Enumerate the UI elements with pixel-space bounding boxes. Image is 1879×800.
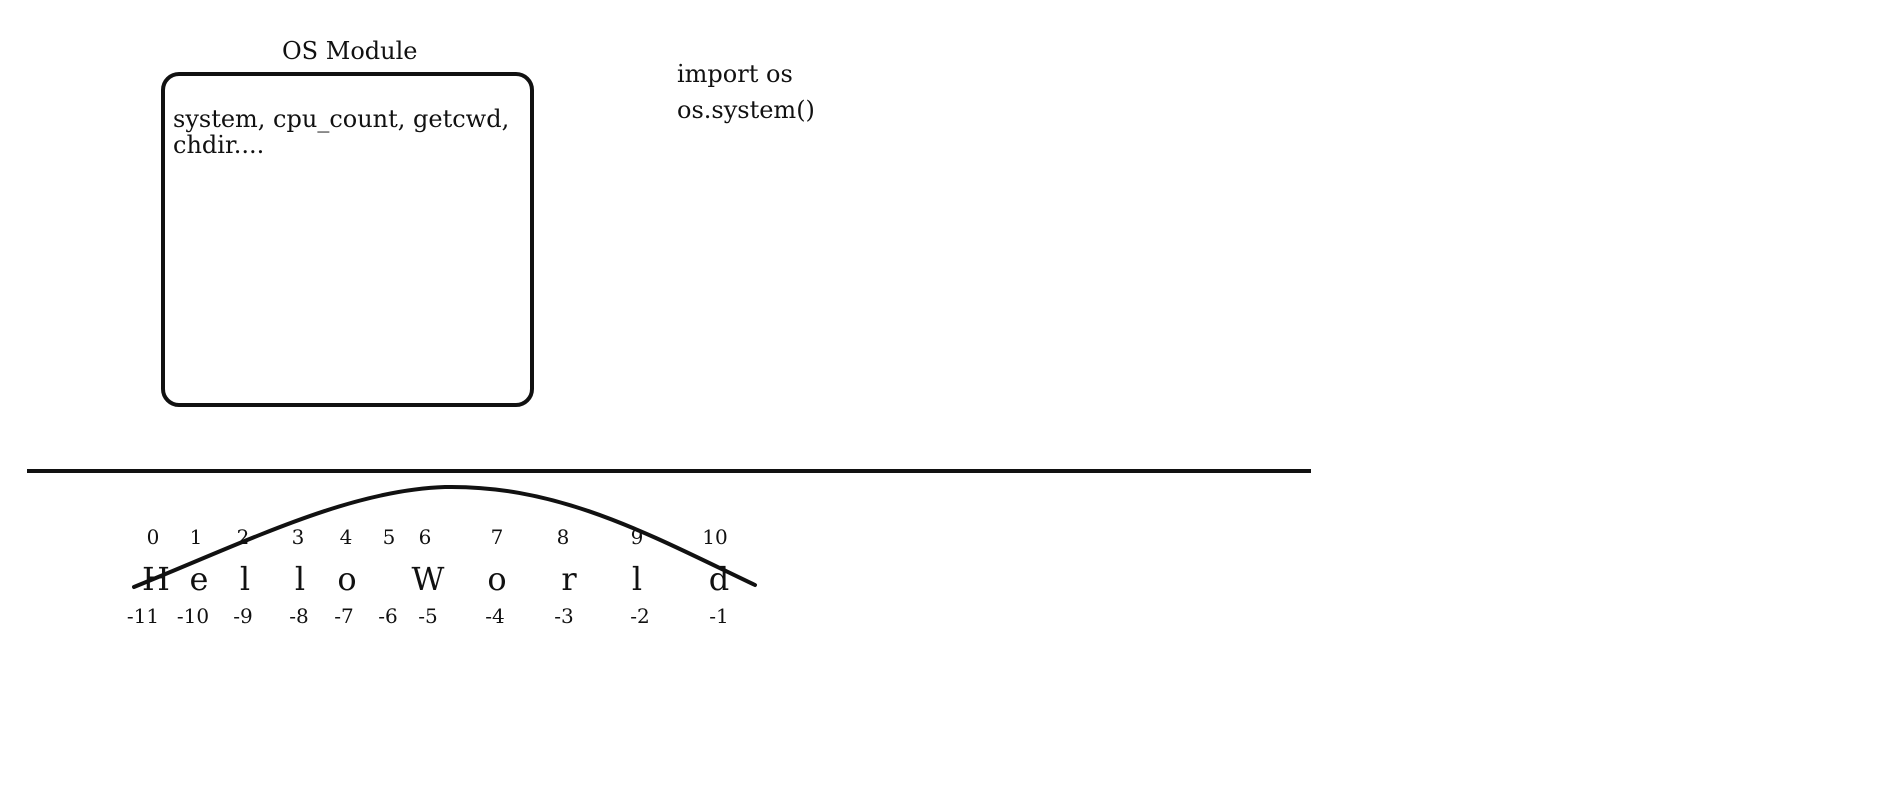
negative-index: -8 bbox=[289, 604, 309, 628]
string-char: o bbox=[487, 560, 507, 598]
string-char: l bbox=[294, 560, 306, 598]
os-module-functions: system, cpu_count, getcwd, chdir.... bbox=[173, 105, 510, 159]
negative-index: -1 bbox=[709, 604, 729, 628]
positive-index: 6 bbox=[418, 525, 432, 549]
negative-index: -7 bbox=[334, 604, 354, 628]
string-char: r bbox=[561, 560, 577, 598]
string-char: o bbox=[337, 560, 357, 598]
string-char: l bbox=[631, 560, 643, 598]
code-import-line: import os bbox=[677, 60, 793, 88]
negative-index: -11 bbox=[126, 604, 160, 628]
negative-index: -3 bbox=[554, 604, 574, 628]
negative-index: -2 bbox=[630, 604, 650, 628]
positive-index: 1 bbox=[189, 525, 203, 549]
horizontal-divider bbox=[27, 469, 1311, 473]
os-module-box: system, cpu_count, getcwd, chdir.... bbox=[161, 72, 534, 407]
os-module-title: OS Module bbox=[282, 37, 418, 65]
positive-index: 4 bbox=[339, 525, 353, 549]
positive-index: 7 bbox=[490, 525, 504, 549]
arc-stroke bbox=[132, 484, 757, 589]
positive-index: 10 bbox=[702, 525, 728, 549]
positive-index: 5 bbox=[382, 525, 396, 549]
negative-index: -5 bbox=[418, 604, 438, 628]
positive-index: 0 bbox=[146, 525, 160, 549]
negative-index: -9 bbox=[233, 604, 253, 628]
negative-index: -10 bbox=[176, 604, 210, 628]
positive-index: 3 bbox=[291, 525, 305, 549]
negative-index: -6 bbox=[378, 604, 398, 628]
string-char: l bbox=[239, 560, 251, 598]
positive-index: 8 bbox=[556, 525, 570, 549]
code-call-line: os.system() bbox=[677, 96, 815, 124]
string-char: e bbox=[189, 560, 209, 598]
string-char: W bbox=[411, 560, 445, 598]
negative-index: -4 bbox=[485, 604, 505, 628]
